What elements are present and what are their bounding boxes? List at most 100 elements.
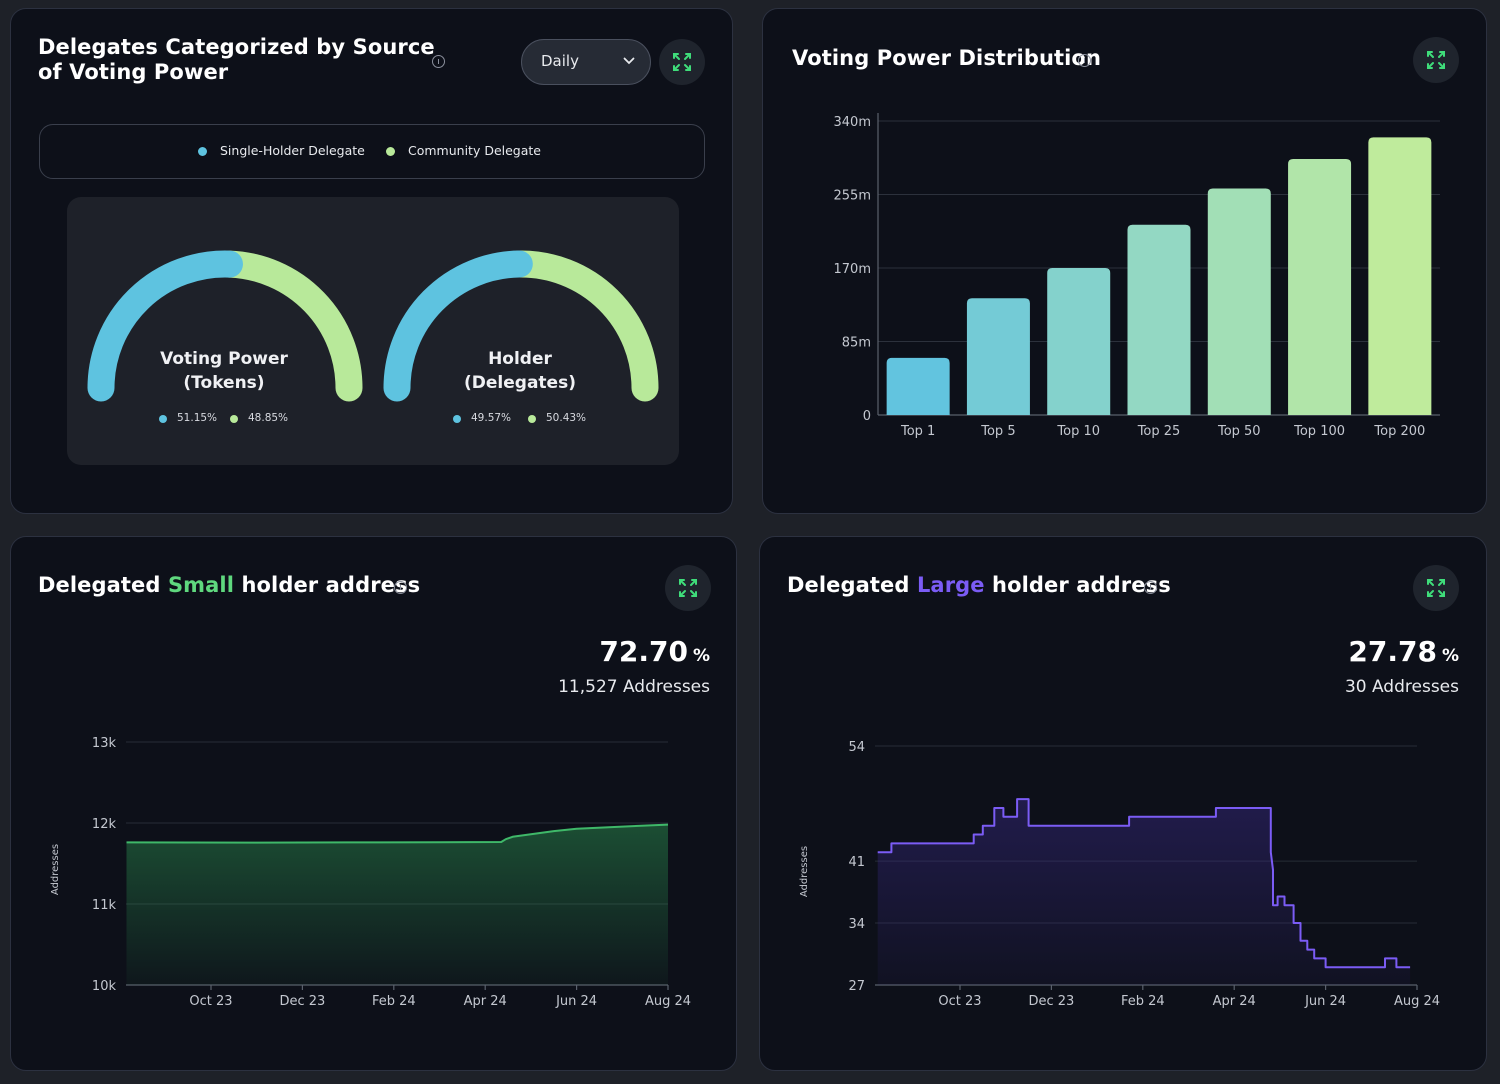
small-holder-percentage: 72.70% [599, 635, 710, 668]
x-tick-label: Feb 24 [372, 994, 416, 1009]
period-dropdown-value: Daily [541, 52, 579, 70]
x-tick-label: Apr 24 [1213, 994, 1256, 1009]
expand-icon [679, 579, 697, 597]
x-tick-label: Top 100 [1293, 424, 1345, 439]
distribution-bar-chart: 0 85m 170m 255m 340m Top 1 Top 5 Top 10 Top 25 To… [834, 113, 1440, 439]
voting-power-single-pct: 51.15% [177, 412, 218, 424]
x-tick-label: Jun 24 [555, 994, 597, 1009]
delegates-card-title: Delegates Categorized by Source of Votin… [38, 35, 435, 85]
percentage-value: 27.78 [1348, 635, 1437, 668]
voting-power-community-pct: 48.85% [248, 412, 289, 424]
x-tick-label: Aug 24 [645, 994, 691, 1009]
bar [1288, 159, 1352, 415]
gauge-label-line-2: (Delegates) [464, 373, 576, 393]
single-holder-legend-label: Single-Holder Delegate [220, 143, 365, 158]
info-icon[interactable] [1144, 581, 1157, 594]
x-tick-label: Top 200 [1373, 424, 1425, 439]
distribution-card-title: Voting Power Distribution [792, 46, 1102, 70]
info-icon[interactable] [1078, 54, 1091, 67]
single-holder-dot [159, 415, 167, 423]
gauges-svg [87, 250, 659, 402]
bar [1207, 188, 1271, 415]
area-fill [126, 824, 668, 985]
gauge-panel: Voting Power (Tokens) 51.15% 48.85% Hold… [67, 197, 679, 465]
x-tick-label: Oct 23 [938, 994, 981, 1009]
y-axis-label: Addresses [50, 844, 61, 895]
percentage-value: 72.70 [599, 635, 688, 668]
title-accent-small: Small [167, 573, 235, 597]
y-tick-label: 255m [834, 189, 871, 204]
y-tick-label: 41 [848, 855, 865, 870]
area-fill [877, 799, 1411, 985]
y-tick-label: 85m [842, 336, 871, 351]
gauge-legend-box: Single-Holder Delegate Community Delegat… [39, 124, 705, 179]
x-tick-label: Apr 24 [464, 994, 507, 1009]
x-tick-label: Top 10 [1056, 424, 1100, 439]
large-holder-card-title: Delegated Large holder address [787, 573, 1171, 597]
series-line [126, 823, 669, 844]
small-holder-card-title: Delegated Small holder address [38, 573, 420, 597]
holder-single-pct: 49.57% [471, 412, 512, 424]
x-tick-label: Dec 23 [279, 994, 325, 1009]
voting-power-gauge-label: Voting Power (Tokens) [144, 347, 304, 395]
x-tick-label: Feb 24 [1121, 994, 1165, 1009]
bar [1047, 268, 1111, 415]
x-tick-label: Top 25 [1137, 424, 1181, 439]
community-arc [215, 250, 363, 402]
info-icon[interactable] [432, 55, 445, 68]
y-tick-label: 34 [848, 917, 865, 932]
expand-icon [1427, 579, 1445, 597]
bar [966, 298, 1030, 415]
voting-power-distribution-card: Voting Power Distribution 0 85m 170m 255m 34… [762, 8, 1487, 514]
y-tick-label: 340m [834, 115, 871, 130]
series-line [877, 798, 1411, 969]
community-dot [528, 415, 536, 423]
expand-button[interactable] [1413, 37, 1459, 83]
title-line-2: of Voting Power [38, 60, 229, 84]
large-holder-percentage: 27.78% [1348, 635, 1459, 668]
expand-button[interactable] [665, 565, 711, 611]
title-suffix: holder address [984, 573, 1171, 597]
single-holder-dot [453, 415, 461, 423]
gauge-label-line-1: Voting Power [160, 349, 288, 369]
title-suffix: holder address [234, 573, 421, 597]
large-holder-area-chart: 27 34 41 54 Oct 23 Dec 23 Feb 24 Apr 24 Jun 24 Au… [799, 740, 1440, 1009]
expand-icon [1427, 51, 1445, 69]
large-holder-card: Delegated Large holder address 27.78% 30… [759, 536, 1487, 1071]
x-tick-label: Dec 23 [1028, 994, 1074, 1009]
community-arc [505, 250, 659, 402]
holder-community-pct: 50.43% [546, 412, 587, 424]
period-dropdown[interactable]: Daily [521, 39, 651, 85]
community-legend-label: Community Delegate [408, 143, 541, 158]
expand-button[interactable] [1413, 565, 1459, 611]
community-legend-dot [386, 147, 395, 156]
percent-sign: % [1441, 646, 1459, 666]
chevron-down-icon [623, 57, 635, 65]
single-holder-arc [383, 250, 533, 402]
bar [886, 357, 950, 415]
small-holder-address-count: 11,527 Addresses [558, 677, 710, 697]
y-tick-label: 27 [848, 979, 865, 994]
title-line-1: Delegates Categorized by Source [38, 35, 435, 59]
x-tick-label: Oct 23 [189, 994, 232, 1009]
bar [1127, 224, 1191, 415]
y-axis-label: Addresses [799, 846, 810, 897]
small-holder-card: Delegated Small holder address 72.70% 11… [10, 536, 737, 1071]
title-prefix: Delegated [787, 573, 917, 597]
y-tick-label: 13k [92, 736, 117, 751]
expand-button[interactable] [659, 39, 705, 85]
holder-gauge [383, 250, 659, 402]
y-tick-label: 12k [92, 817, 117, 832]
title-accent-large: Large [916, 573, 985, 597]
title-prefix: Delegated [38, 573, 168, 597]
holder-gauge-label: Holder (Delegates) [440, 347, 600, 395]
y-tick-label: 170m [834, 262, 871, 277]
single-holder-legend-dot [198, 147, 207, 156]
x-tick-label: Top 1 [900, 424, 935, 439]
x-tick-label: Jun 24 [1304, 994, 1346, 1009]
x-tick-label: Top 50 [1217, 424, 1261, 439]
large-holder-address-count: 30 Addresses [1344, 677, 1459, 697]
info-icon[interactable] [394, 581, 407, 594]
small-holder-area-chart: 10k 11k 12k 13k Oct 23 Dec 23 Feb 24 Apr 24 Jun … [50, 736, 691, 1009]
gauge-label-line-1: Holder [488, 349, 552, 369]
